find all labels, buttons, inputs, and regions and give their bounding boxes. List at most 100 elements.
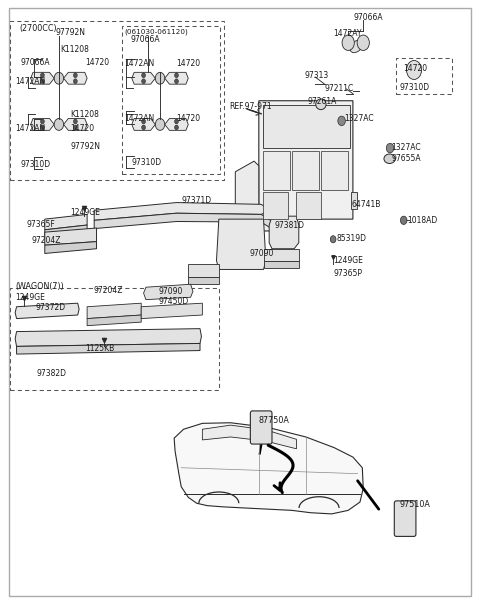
- Text: (061030-061120): (061030-061120): [125, 28, 189, 35]
- Bar: [292, 151, 319, 190]
- Polygon shape: [174, 423, 363, 514]
- Text: 14720: 14720: [177, 114, 201, 123]
- Polygon shape: [132, 118, 156, 130]
- Circle shape: [175, 73, 179, 78]
- Text: 97655A: 97655A: [392, 153, 421, 162]
- Text: 85319D: 85319D: [337, 234, 367, 243]
- Text: 1249GE: 1249GE: [71, 208, 100, 217]
- Circle shape: [330, 236, 336, 243]
- Polygon shape: [15, 303, 79, 318]
- Text: 1327AC: 1327AC: [392, 143, 421, 152]
- Text: 97066A: 97066A: [20, 59, 50, 68]
- Circle shape: [175, 79, 179, 83]
- Text: 97090: 97090: [158, 287, 182, 296]
- Text: 97204Z: 97204Z: [93, 286, 123, 295]
- Text: K11208: K11208: [71, 111, 99, 120]
- Text: 97211C: 97211C: [324, 85, 354, 94]
- Circle shape: [407, 60, 421, 80]
- Circle shape: [175, 119, 179, 124]
- Circle shape: [142, 73, 145, 78]
- Ellipse shape: [350, 40, 363, 53]
- Text: 97261A: 97261A: [307, 97, 336, 106]
- Text: 97365F: 97365F: [26, 220, 55, 229]
- Ellipse shape: [384, 154, 395, 164]
- Circle shape: [40, 119, 44, 124]
- Text: 1472AN: 1472AN: [15, 77, 46, 86]
- Polygon shape: [141, 303, 203, 318]
- Text: 97313: 97313: [305, 71, 329, 80]
- Text: 1125KB: 1125KB: [85, 344, 114, 353]
- Polygon shape: [94, 202, 271, 220]
- Polygon shape: [235, 161, 259, 231]
- Text: 1249GE: 1249GE: [334, 256, 363, 265]
- Circle shape: [175, 125, 179, 130]
- Circle shape: [156, 118, 165, 130]
- Bar: [263, 151, 290, 190]
- Text: 97450D: 97450D: [158, 298, 189, 306]
- Polygon shape: [188, 277, 219, 284]
- Polygon shape: [269, 216, 299, 249]
- Polygon shape: [132, 72, 156, 84]
- Polygon shape: [165, 118, 188, 130]
- Polygon shape: [45, 225, 87, 237]
- Circle shape: [386, 143, 394, 153]
- Text: 97365P: 97365P: [334, 269, 362, 278]
- Text: 97381D: 97381D: [275, 221, 305, 230]
- Text: 14720: 14720: [85, 59, 109, 68]
- Polygon shape: [31, 118, 54, 130]
- Bar: [351, 193, 357, 209]
- Polygon shape: [144, 284, 193, 300]
- Circle shape: [73, 119, 77, 124]
- FancyBboxPatch shape: [394, 501, 416, 536]
- Text: 97792N: 97792N: [71, 143, 101, 152]
- Circle shape: [40, 125, 44, 130]
- Bar: [10, 21, 224, 180]
- Circle shape: [73, 125, 77, 130]
- Text: 14720: 14720: [71, 124, 95, 133]
- Polygon shape: [264, 260, 299, 268]
- Polygon shape: [45, 242, 96, 254]
- Text: 97382D: 97382D: [37, 368, 67, 378]
- Text: 64741B: 64741B: [351, 200, 380, 209]
- Polygon shape: [259, 101, 353, 231]
- Text: 97510A: 97510A: [400, 500, 431, 509]
- Circle shape: [142, 79, 145, 83]
- Circle shape: [400, 216, 407, 225]
- Text: 1018AD: 1018AD: [408, 216, 438, 225]
- Text: 97371D: 97371D: [181, 196, 212, 205]
- Circle shape: [54, 118, 63, 130]
- Text: (WAGON(7)): (WAGON(7)): [15, 282, 64, 291]
- Polygon shape: [45, 214, 87, 230]
- Polygon shape: [165, 72, 188, 84]
- Polygon shape: [45, 228, 96, 245]
- FancyBboxPatch shape: [251, 411, 272, 444]
- Text: 97792N: 97792N: [56, 28, 85, 37]
- Text: 97310D: 97310D: [400, 83, 430, 92]
- Text: 1472AN: 1472AN: [124, 59, 154, 68]
- Circle shape: [142, 119, 145, 124]
- Text: 97310D: 97310D: [132, 158, 162, 167]
- Bar: [396, 58, 452, 94]
- Text: 97066A: 97066A: [131, 34, 160, 43]
- Text: 97204Z: 97204Z: [31, 236, 60, 245]
- Polygon shape: [94, 213, 271, 228]
- Text: 97090: 97090: [250, 249, 274, 258]
- Polygon shape: [31, 72, 54, 84]
- Text: 14720: 14720: [177, 59, 201, 68]
- Polygon shape: [264, 249, 299, 260]
- Circle shape: [342, 35, 354, 51]
- Circle shape: [40, 73, 44, 78]
- Circle shape: [357, 35, 370, 51]
- Text: 1327AC: 1327AC: [345, 114, 374, 123]
- Polygon shape: [16, 344, 200, 354]
- Text: 1249GE: 1249GE: [15, 294, 45, 303]
- Circle shape: [73, 73, 77, 78]
- Bar: [296, 193, 322, 219]
- Text: 14720: 14720: [403, 63, 427, 72]
- Polygon shape: [188, 263, 219, 277]
- Polygon shape: [87, 303, 141, 318]
- Text: K11208: K11208: [60, 45, 89, 54]
- Polygon shape: [15, 329, 202, 346]
- Text: 87750A: 87750A: [259, 416, 290, 425]
- Polygon shape: [203, 425, 297, 449]
